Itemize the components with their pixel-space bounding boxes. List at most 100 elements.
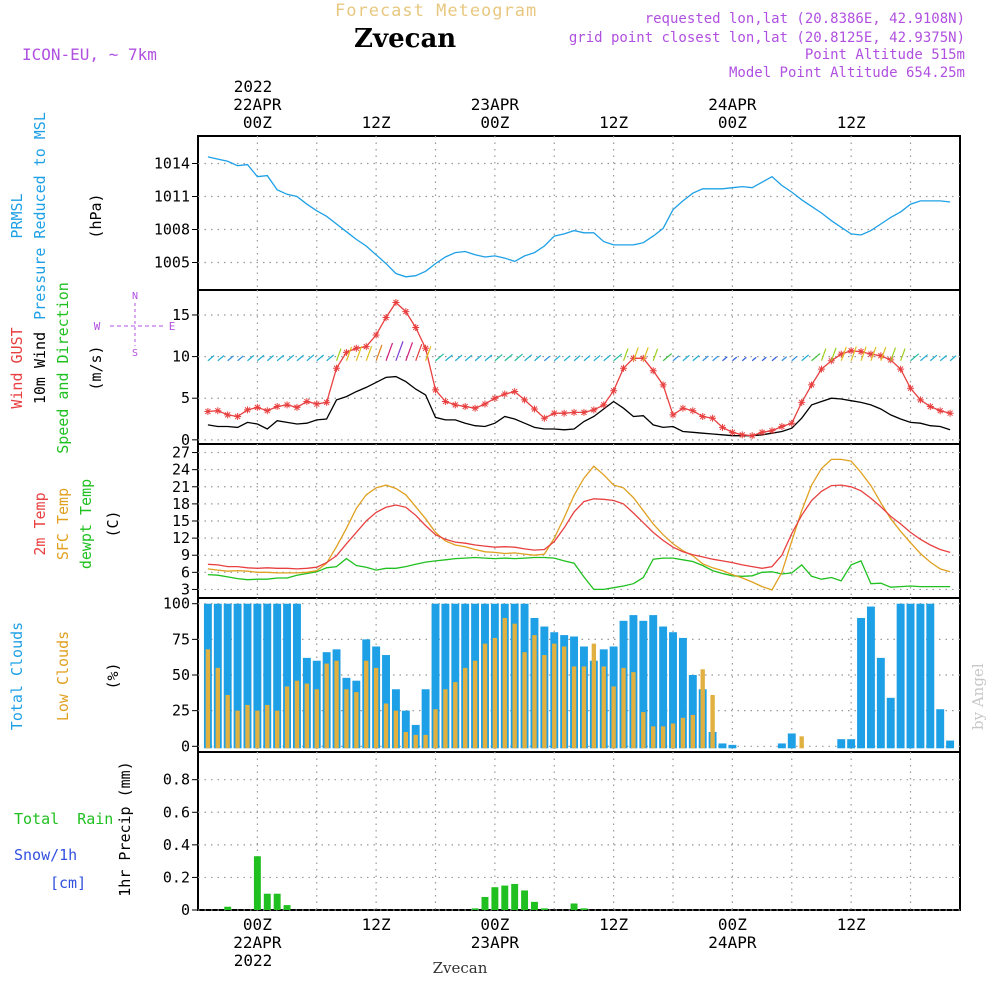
- rain-bar: [531, 901, 538, 910]
- low-cloud-bar: [443, 689, 448, 749]
- y-tick-label: 27: [172, 444, 190, 462]
- bottom-date-label: 23APR: [471, 933, 520, 952]
- y-tick-label: 1008: [154, 221, 190, 239]
- y-tick-label: 0.6: [163, 803, 190, 821]
- gust-marker: [837, 350, 845, 358]
- total-cloud-bar: [649, 615, 658, 749]
- gust-marker: [748, 432, 756, 440]
- total-cloud-bar: [401, 710, 410, 749]
- gust-marker: [511, 388, 519, 396]
- low-cloud-bar: [492, 637, 498, 749]
- precip-labels: Total Rain Snow/1h [cm] 1hr Precip (mm): [14, 761, 134, 896]
- panel-frame: [197, 597, 961, 753]
- panel-frame: [197, 135, 961, 291]
- total-cloud-bar: [718, 743, 727, 749]
- rain-bar: [570, 903, 578, 910]
- low-cloud-bar: [561, 646, 567, 749]
- top-date-label: 24APR: [708, 95, 757, 114]
- wind-direction-arrow: [454, 354, 463, 362]
- y-tick-label: 0: [181, 431, 190, 449]
- sfc-temp-line: [207, 458, 951, 591]
- wind-direction-arrow: [672, 355, 680, 362]
- total-cloud-bar: [441, 603, 450, 749]
- wind-direction-arrow: [870, 346, 877, 361]
- rain-bar: [540, 908, 548, 910]
- wind-direction-arrow: [524, 354, 533, 362]
- wind-direction-arrow: [583, 355, 591, 362]
- wind-direction-arrow: [900, 348, 906, 361]
- gust-marker: [768, 427, 776, 435]
- rain-bar: [491, 887, 499, 910]
- wind-direction-arrow: [227, 355, 234, 362]
- pressure-line: [207, 156, 951, 278]
- wind-direction-arrow: [949, 355, 957, 362]
- low-cloud-bar: [383, 703, 389, 749]
- gust-marker: [352, 344, 360, 352]
- total-cloud-bar: [916, 603, 925, 749]
- gust-marker: [629, 354, 637, 362]
- total-cloud-bar: [886, 697, 895, 749]
- wind-direction-arrow: [820, 348, 827, 361]
- low-cloud-bar: [532, 635, 537, 749]
- wind-direction-arrow: [702, 355, 709, 362]
- gust-marker: [234, 413, 242, 421]
- low-cloud-bar: [522, 652, 527, 749]
- low-cloud-bar: [690, 714, 695, 749]
- gust-marker: [659, 381, 667, 389]
- gridlines: [198, 136, 960, 911]
- gust-marker: [679, 404, 687, 412]
- gust-marker: [580, 408, 588, 416]
- bottom-time-label: 00Z: [718, 915, 747, 934]
- y-tick-label: 0: [181, 737, 190, 755]
- total-cloud-bar: [678, 637, 687, 749]
- wind-direction-arrow: [266, 355, 274, 362]
- top-year: 2022: [234, 77, 273, 96]
- compass-rose: N S W E: [94, 291, 176, 359]
- gust-marker: [402, 308, 410, 316]
- wind-direction-arrow: [652, 348, 659, 361]
- wind-direction-arrow: [276, 354, 285, 362]
- total-cloud-bar: [837, 739, 846, 749]
- gust-marker: [758, 428, 766, 436]
- gust-marker: [808, 381, 816, 389]
- total-clouds-label: Total Clouds: [8, 622, 26, 730]
- wind-direction-arrow: [811, 353, 821, 362]
- wind-labels: Wind GUST 10m Wind Speed and Direction (…: [8, 282, 175, 454]
- panel-frames: [197, 135, 961, 911]
- gust-marker: [728, 428, 736, 436]
- gust-marker: [590, 406, 598, 414]
- compass-n: N: [132, 291, 138, 302]
- gust-marker: [620, 364, 628, 372]
- gust-marker: [778, 423, 786, 431]
- low-cloud-bar: [334, 660, 339, 749]
- low-cloud-bar: [710, 694, 715, 749]
- temperature-labels: 2m Temp SFC Temp dewpt Temp (C): [31, 479, 122, 569]
- low-cloud-bar: [255, 710, 260, 749]
- low-cloud-bar: [284, 686, 290, 749]
- gust-marker: [392, 298, 400, 306]
- wind-direction-arrow: [316, 354, 324, 362]
- low-cloud-bar: [433, 709, 438, 749]
- pressure-labels: PRMSL Pressure Reduced to MSL (hPa): [8, 112, 105, 320]
- wind-direction-arrow: [474, 354, 482, 362]
- low-cloud-bar: [651, 726, 656, 749]
- gust-marker: [362, 343, 370, 351]
- total-cloud-bar: [906, 603, 915, 749]
- wind-direction-arrow: [345, 346, 353, 361]
- requested-coords: requested lon,lat (20.8386E, 42.9108N): [645, 11, 965, 27]
- gust-marker: [867, 350, 875, 358]
- gust-marker: [521, 396, 529, 404]
- y-tick-label: 15: [172, 512, 190, 530]
- wind-direction-arrow: [662, 353, 673, 362]
- total-cloud-bar: [253, 603, 262, 749]
- wind-direction-arrow: [791, 355, 798, 362]
- rain-bar: [224, 906, 232, 910]
- wind-line: [207, 375, 951, 437]
- total-cloud-bar: [233, 603, 242, 749]
- bottom-time-label: 12Z: [837, 915, 866, 934]
- temp-unit: (C): [104, 510, 122, 537]
- top-date-label: 22APR: [233, 95, 282, 114]
- compass-s: S: [132, 348, 138, 359]
- y-tick-label: 18: [172, 495, 190, 513]
- low-cloud-bar: [274, 710, 280, 749]
